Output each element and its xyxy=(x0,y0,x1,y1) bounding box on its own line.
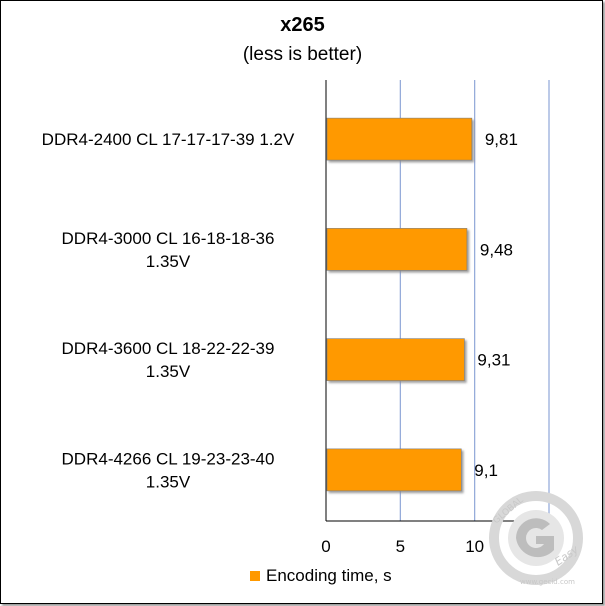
data-label: 9,1 xyxy=(474,461,498,480)
category-label: 1.35V xyxy=(146,252,191,271)
legend-swatch xyxy=(250,571,260,581)
chart-title: x265 xyxy=(280,14,325,36)
chart-subtitle: (less is better) xyxy=(242,44,363,65)
data-label: 9,48 xyxy=(480,240,513,259)
category-label: 1.35V xyxy=(146,472,191,491)
category-label: DDR4-3600 CL 18-22-22-39 xyxy=(62,339,275,358)
bar xyxy=(326,117,473,161)
category-label: 1.35V xyxy=(146,362,191,381)
category-label: DDR4-4266 CL 19-23-23-40 xyxy=(62,449,275,468)
category-label: DDR4-3000 CL 16-18-18-36 xyxy=(62,229,275,248)
x-tick-label: 10 xyxy=(465,537,484,556)
x-tick-label: 5 xyxy=(396,537,405,556)
data-label: 9,81 xyxy=(485,130,518,149)
bar xyxy=(326,448,462,492)
data-label: 9,31 xyxy=(477,351,510,370)
legend: Encoding time, s xyxy=(250,564,392,588)
bar xyxy=(326,228,468,271)
gecid-watermark-logo: GLOBAL Easy www.gecid.com xyxy=(489,491,583,586)
svg-text:www.gecid.com: www.gecid.com xyxy=(520,578,575,586)
legend-label: Encoding time, s xyxy=(266,566,392,585)
category-label: DDR4-2400 CL 17-17-17-39 1.2V xyxy=(42,130,295,149)
x-tick-label: 0 xyxy=(321,537,330,556)
bar xyxy=(326,338,465,381)
